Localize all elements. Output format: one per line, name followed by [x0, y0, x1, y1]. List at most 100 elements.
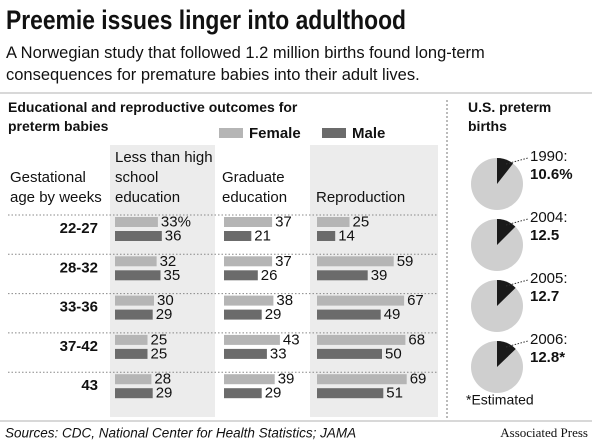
value-label: 25 — [151, 331, 168, 348]
value-label: 25 — [151, 345, 168, 362]
legend-swatch — [219, 128, 243, 138]
bar — [115, 334, 148, 345]
bar — [115, 270, 161, 281]
title: Preemie issues linger into adulthood — [6, 5, 406, 35]
pie-slice — [497, 341, 516, 367]
source: Sources: CDC, National Center for Health… — [5, 426, 356, 441]
row-label: 22-27 — [60, 220, 98, 237]
value-label: 30 — [157, 292, 174, 309]
value-label: 35 — [164, 267, 181, 284]
leader — [505, 340, 529, 348]
pie-value: 12.7 — [530, 288, 559, 305]
bar — [317, 231, 336, 241]
value-label: 21 — [254, 227, 271, 244]
value-label: 59 — [397, 253, 414, 270]
value-label: 68 — [408, 331, 425, 348]
legend-swatch — [322, 128, 346, 138]
value-label: 37 — [275, 253, 292, 270]
bar — [317, 217, 350, 227]
pie-category: 2004: — [530, 209, 568, 226]
value-label: 14 — [338, 227, 355, 244]
value-label: 26 — [261, 267, 278, 284]
section-title: Educational and reproductive outcomes fo… — [8, 99, 298, 134]
bar — [224, 270, 258, 281]
bar — [224, 217, 273, 227]
value-label: 29 — [156, 306, 173, 323]
bar — [224, 295, 274, 306]
pie-note: *Estimated — [466, 392, 534, 408]
bar — [224, 348, 267, 359]
bar — [115, 309, 153, 320]
bar — [115, 295, 154, 306]
pie-category: 2005: — [530, 270, 568, 287]
bar — [317, 388, 384, 399]
legend-label: Male — [352, 125, 385, 142]
bar — [317, 309, 381, 320]
bar — [317, 374, 407, 385]
bar — [224, 374, 275, 385]
bar — [115, 348, 148, 359]
value-label: 33 — [270, 345, 287, 362]
bar — [317, 295, 405, 306]
value-label: 33% — [161, 213, 191, 230]
panel-title: Reproduction — [316, 189, 406, 206]
pie-value: 12.8* — [530, 349, 565, 366]
value-label: 39 — [278, 371, 295, 388]
pie-slice — [497, 158, 514, 184]
bar — [224, 309, 262, 320]
value-label: 38 — [276, 292, 293, 309]
value-label: 37 — [275, 213, 292, 230]
bar — [224, 231, 252, 241]
value-label: 29 — [265, 385, 282, 402]
panel-title: Graduate education — [222, 169, 288, 206]
value-label: 50 — [385, 345, 402, 362]
value-label: 49 — [384, 306, 401, 323]
pie-slice — [497, 280, 516, 306]
bar — [115, 374, 152, 385]
bar — [317, 256, 394, 267]
pie-value: 12.5 — [530, 227, 559, 244]
bar — [224, 334, 280, 345]
bar — [115, 231, 162, 241]
row-label: 43 — [81, 377, 98, 394]
value-label: 25 — [353, 213, 370, 230]
value-label: 39 — [371, 267, 388, 284]
pie-category: 2006: — [530, 331, 568, 348]
value-label: 32 — [160, 253, 177, 270]
pie-slice — [497, 219, 516, 245]
leader — [505, 279, 529, 287]
bar — [317, 334, 406, 345]
bar — [224, 388, 262, 399]
row-label: 33-36 — [60, 299, 98, 316]
bar — [317, 270, 368, 281]
value-label: 36 — [165, 227, 182, 244]
panel-title: Less than high school education — [115, 149, 213, 206]
panel-shade — [310, 145, 438, 417]
panel-shade — [110, 145, 215, 417]
row-header: Gestational age by weeks — [10, 169, 102, 206]
value-label: 28 — [154, 371, 171, 388]
value-label: 67 — [407, 292, 424, 309]
bar — [224, 256, 273, 267]
value-label: 51 — [386, 385, 403, 402]
value-label: 29 — [156, 385, 173, 402]
credit: Associated Press — [500, 425, 588, 440]
row-label: 28-32 — [60, 259, 98, 276]
row-label: 37-42 — [60, 338, 98, 355]
value-label: 29 — [265, 306, 282, 323]
legend-label: Female — [249, 125, 301, 142]
bar — [115, 388, 153, 399]
leader — [505, 157, 529, 165]
subtitle: A Norwegian study that followed 1.2 mill… — [6, 44, 485, 84]
value-label: 69 — [410, 371, 427, 388]
leader — [505, 218, 529, 226]
bar — [317, 348, 382, 359]
value-label: 43 — [283, 331, 300, 348]
bar — [115, 256, 157, 267]
bar — [115, 217, 158, 227]
pie-value: 10.6% — [530, 166, 573, 183]
pie-category: 1990: — [530, 148, 568, 165]
pie-title: U.S. preterm births — [468, 99, 552, 134]
